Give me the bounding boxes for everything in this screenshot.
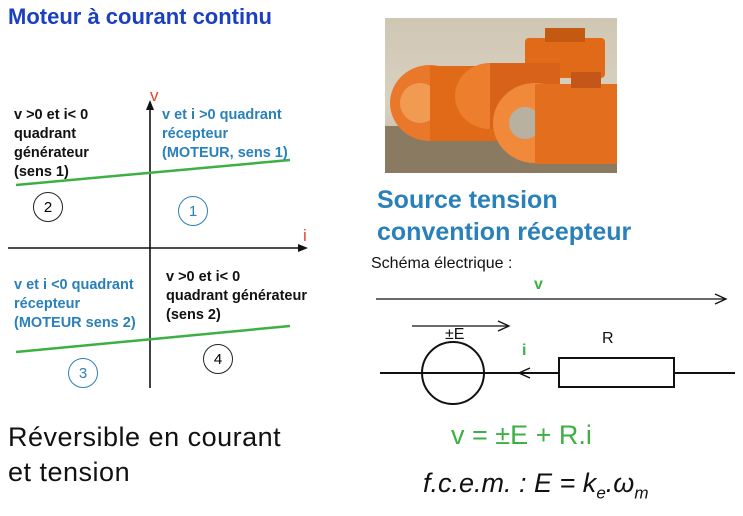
green-line-top bbox=[15, 158, 291, 187]
v-axis-label: v bbox=[150, 86, 159, 105]
fcem-equation: f.c.e.m. : E = ke.ωm bbox=[423, 468, 648, 503]
quadrant-4-text: v >0 et i< 0 quadrant générateur (sens 2… bbox=[166, 269, 307, 323]
circuit-e-label: ±E bbox=[445, 326, 465, 343]
i-axis-label: i bbox=[303, 226, 307, 245]
circuit-v-label: v bbox=[534, 276, 543, 293]
schema-label: Schéma électrique : bbox=[371, 255, 513, 272]
circuit-i-label: i bbox=[522, 342, 527, 359]
motor-photo bbox=[385, 18, 617, 173]
page-title: Moteur à courant continu bbox=[8, 4, 272, 29]
fcem-sub-e: e bbox=[596, 483, 606, 503]
v-axis-arrow bbox=[146, 100, 154, 110]
circuit-r-label: R bbox=[602, 330, 614, 347]
source-title-line-1: Source tension bbox=[377, 186, 558, 214]
voltage-equation: v = ±E + R.i bbox=[451, 420, 592, 450]
reversible-line-1: Réversible en courant bbox=[8, 422, 282, 452]
circle-number-2: 2 bbox=[33, 192, 63, 222]
fcem-sub-m: m bbox=[634, 483, 649, 503]
v-arrow-head bbox=[714, 293, 728, 305]
circuit-diagram bbox=[376, 293, 735, 405]
circle-number-3: 3 bbox=[68, 358, 98, 388]
i-axis-arrow bbox=[298, 244, 308, 252]
green-line-bottom bbox=[15, 324, 291, 354]
circle-number-4: 4 bbox=[203, 344, 233, 374]
reversible-line-2: et tension bbox=[8, 457, 131, 487]
motor-photo-drawing bbox=[385, 28, 617, 173]
circle-number-1: 1 bbox=[178, 196, 208, 226]
fcem-mid: .ω bbox=[605, 468, 635, 498]
quadrant-1-text: v et i >0 quadrant récepteur (MOTEUR, se… bbox=[162, 107, 288, 161]
quadrant-diagram bbox=[8, 100, 308, 388]
resistor bbox=[558, 357, 675, 388]
current-arrow-head bbox=[517, 367, 531, 379]
e-arrow-head bbox=[497, 320, 511, 332]
fcem-prefix: f.c.e.m. : E = k bbox=[423, 468, 597, 498]
quadrant-3-text: v et i <0 quadrant récepteur (MOTEUR sen… bbox=[14, 277, 136, 331]
quadrant-2-text: v >0 et i< 0 quadrant générateur (sens 1… bbox=[14, 107, 89, 180]
source-title-line-2: convention récepteur bbox=[377, 218, 632, 246]
